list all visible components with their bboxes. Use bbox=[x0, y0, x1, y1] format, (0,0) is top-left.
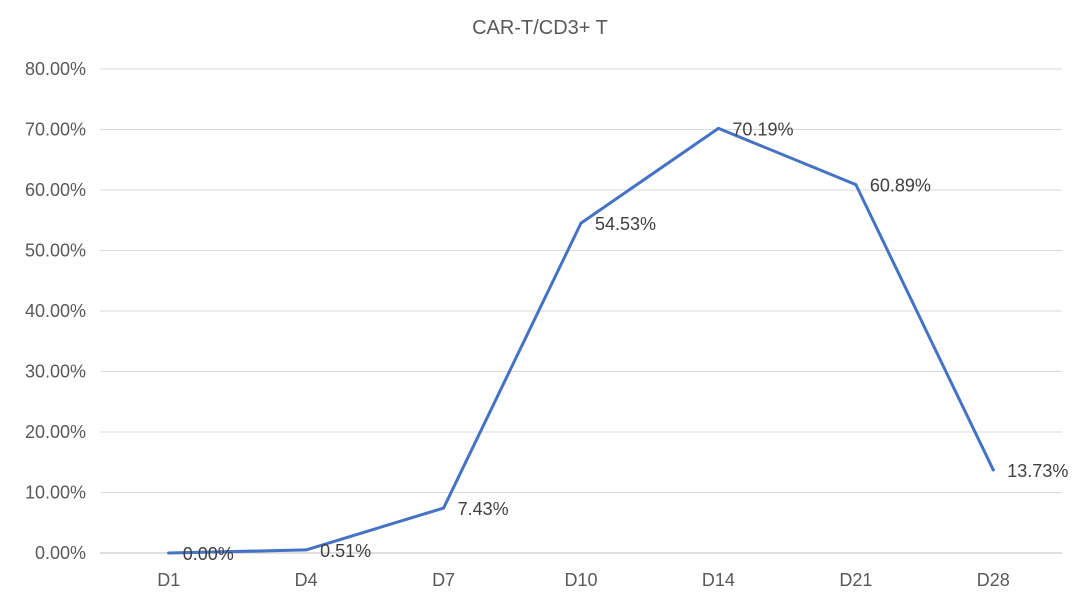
y-tick-label: 40.00% bbox=[25, 301, 86, 321]
x-tick-label: D21 bbox=[839, 570, 872, 590]
y-tick-label: 20.00% bbox=[25, 422, 86, 442]
data-label: 0.00% bbox=[183, 544, 234, 564]
data-point bbox=[991, 468, 995, 472]
x-tick-label: D1 bbox=[157, 570, 180, 590]
data-label: 60.89% bbox=[870, 176, 931, 196]
y-tick-label: 60.00% bbox=[25, 180, 86, 200]
data-point bbox=[304, 548, 308, 552]
y-axis-ticks: 0.00% 10.00% 20.00% 30.00% 40.00% 50.00% 60.00… bbox=[25, 59, 86, 563]
data-label: 54.53% bbox=[595, 214, 656, 234]
data-labels: 0.00% 0.51% 7.43% 54.53% 70.19% 60.89% 13.73% bbox=[183, 119, 1069, 564]
series bbox=[167, 126, 995, 555]
data-point bbox=[716, 126, 720, 130]
x-tick-label: D7 bbox=[432, 570, 455, 590]
y-tick-label: 10.00% bbox=[25, 483, 86, 503]
data-point bbox=[442, 506, 446, 510]
gridlines bbox=[100, 68, 1062, 554]
chart-title: CAR-T/CD3+ T bbox=[472, 17, 608, 39]
data-label: 7.43% bbox=[458, 499, 509, 519]
y-tick-label: 30.00% bbox=[25, 362, 86, 382]
data-label: 0.51% bbox=[320, 541, 371, 561]
x-tick-label: D4 bbox=[295, 570, 318, 590]
x-tick-label: D14 bbox=[702, 570, 735, 590]
data-point bbox=[854, 183, 858, 187]
y-tick-label: 0.00% bbox=[35, 543, 86, 563]
data-point bbox=[579, 221, 583, 225]
data-label: 13.73% bbox=[1007, 461, 1068, 481]
y-tick-label: 50.00% bbox=[25, 241, 86, 261]
y-tick-label: 80.00% bbox=[25, 59, 86, 79]
x-tick-label: D28 bbox=[977, 570, 1010, 590]
data-point bbox=[167, 551, 171, 555]
x-axis-ticks: D1 D4 D7 D10 D14 D21 D28 bbox=[157, 570, 1010, 590]
x-tick-label: D10 bbox=[564, 570, 597, 590]
y-tick-label: 70.00% bbox=[25, 120, 86, 140]
data-label: 70.19% bbox=[732, 119, 793, 139]
